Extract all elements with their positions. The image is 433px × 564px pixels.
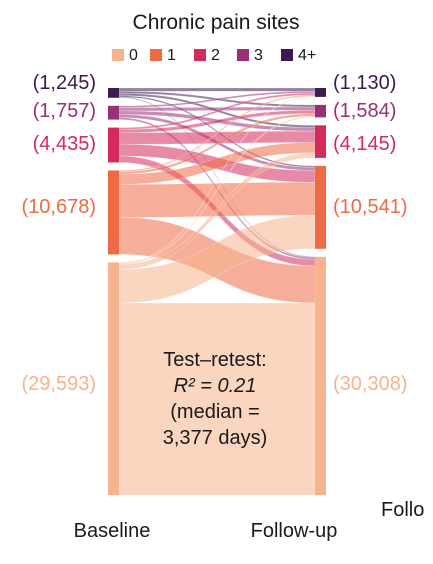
annotation-line-1: Test–retest: [163,349,266,371]
legend-swatch-1 [150,49,162,61]
annotation-line-2: R² = 0.21 [174,375,257,397]
baseline-node-0 [108,262,119,495]
flow-0-to-3 [118,115,316,265]
legend-label-4plus: 4+ [298,47,316,64]
axis-label-followup-cropped: Follo [381,499,424,521]
axis-label-followup: Follow-up [251,520,338,542]
baseline-node-2 [108,127,119,163]
baseline-count-2: (4,435) [33,133,96,155]
followup-node-0 [315,256,326,495]
baseline-count-3: (1,757) [33,100,96,122]
annotation-line-4: 3,377 days) [163,427,268,449]
followup-node-4plus [315,88,326,97]
baseline-node-1 [108,170,119,255]
node-group [108,88,326,495]
legend-label-3: 3 [254,47,263,64]
followup-node-1 [315,165,326,249]
followup-count-3: (1,584) [333,100,396,122]
followup-count-1: (10,541) [333,196,408,218]
baseline-node-4plus [108,88,119,98]
flow-0-to-2 [118,152,316,270]
followup-count-2: (4,145) [333,133,396,155]
legend-swatch-3 [237,49,249,61]
legend-swatch-4plus [281,49,293,61]
legend-label-0: 0 [129,47,138,64]
followup-node-3 [315,104,326,118]
axis-label-baseline: Baseline [74,520,151,542]
baseline-node-3 [108,105,119,120]
flow-0-to-1 [118,214,316,304]
followup-node-2 [315,125,326,158]
legend-swatch-0 [112,49,124,61]
baseline-count-0: (29,593) [22,373,97,395]
flow-0-to-0 [118,302,316,496]
followup-count-4plus: (1,130) [333,72,396,94]
legend-label-1: 1 [167,47,176,64]
legend-label-2: 2 [211,47,220,64]
chart-title: Chronic pain sites [133,11,300,34]
baseline-count-4plus: (1,245) [33,72,96,94]
baseline-count-1: (10,678) [22,196,97,218]
count-label-group: (1,245) (1,130) (1,757) (1,584) (4,435) (4,14… [22,72,408,395]
annotation-line-3: (median = [170,401,260,423]
flow-0-to-4plus [118,95,316,264]
legend-swatch-2 [194,49,206,61]
flow-4plus-to-4plus [118,87,316,92]
followup-count-0: (30,308) [333,373,408,395]
legend: 0 1 2 3 4+ [112,47,316,64]
flow-group [118,87,316,496]
